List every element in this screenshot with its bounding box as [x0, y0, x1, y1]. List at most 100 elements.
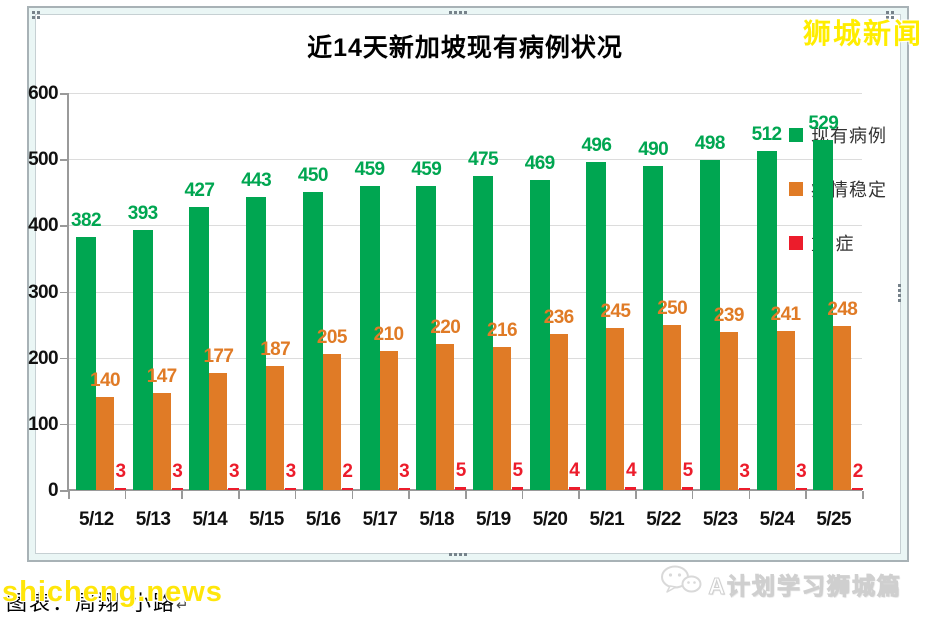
x-tick-mark — [521, 491, 524, 499]
bar-value-severe-cases: 2 — [852, 461, 864, 482]
y-gridline — [68, 423, 862, 425]
legend-swatch-active-cases — [789, 128, 803, 142]
x-tick-mark — [68, 491, 70, 499]
bar-stable-condition — [493, 347, 511, 490]
bar-value-stable-condition: 140 — [90, 370, 121, 392]
bar-value-stable-condition: 216 — [487, 320, 518, 342]
bar-value-severe-cases: 3 — [739, 461, 750, 482]
wechat-icon — [660, 565, 702, 602]
legend-swatch-stable-condition — [789, 182, 803, 196]
bar-active-cases — [813, 139, 834, 490]
bar-active-cases — [586, 161, 607, 490]
legend-swatch-severe-cases — [789, 236, 803, 250]
x-axis-label: 5/22 — [646, 509, 681, 530]
bar-stable-condition — [436, 344, 455, 490]
bar-value-active-cases: 496 — [581, 134, 612, 156]
bar-stable-condition — [549, 333, 568, 490]
bar-severe-cases — [115, 488, 126, 490]
bar-severe-cases — [512, 486, 523, 490]
bar-value-active-cases: 459 — [354, 159, 386, 181]
bar-value-active-cases: 512 — [751, 124, 783, 146]
x-tick-mark — [635, 491, 637, 499]
bar-stable-condition — [719, 331, 738, 490]
bar-value-active-cases: 490 — [638, 138, 669, 160]
bar-value-active-cases: 382 — [71, 210, 102, 232]
bar-stable-condition — [379, 351, 398, 490]
y-gridline — [68, 357, 862, 359]
bar-stable-condition — [776, 330, 795, 490]
bar-severe-cases — [228, 488, 240, 490]
y-axis-label: 500 — [28, 149, 59, 171]
bar-value-stable-condition: 241 — [770, 303, 802, 325]
x-tick-mark — [578, 491, 580, 499]
bar-value-active-cases: 475 — [468, 148, 499, 170]
bar-value-stable-condition: 177 — [203, 345, 234, 367]
bar-severe-cases — [568, 487, 580, 490]
x-tick-mark — [862, 491, 864, 499]
brand-label: A计划学习狮城篇 — [708, 572, 902, 599]
y-axis-label: 600 — [28, 83, 59, 104]
x-tick-mark — [238, 491, 240, 499]
bar-value-stable-condition: 239 — [713, 304, 745, 326]
x-tick-mark — [124, 491, 127, 499]
y-gridline — [68, 159, 862, 161]
bar-value-stable-condition: 205 — [316, 327, 348, 349]
y-axis-label: 200 — [28, 347, 59, 369]
resize-handle-right-middle[interactable] — [898, 284, 901, 302]
bar-severe-cases — [171, 488, 183, 490]
y-axis-label: 300 — [28, 281, 59, 303]
bar-stable-condition — [96, 397, 114, 490]
bar-active-cases — [246, 196, 267, 490]
x-axis-label: 5/21 — [589, 509, 625, 530]
y-tick-mark — [60, 159, 68, 161]
bar-severe-cases — [795, 488, 807, 490]
bar-value-stable-condition: 220 — [430, 317, 461, 339]
bar-value-severe-cases: 3 — [115, 461, 127, 482]
y-gridline — [68, 93, 862, 94]
bar-active-cases — [529, 179, 550, 490]
resize-handle-bottom-center[interactable] — [449, 553, 467, 556]
y-gridline — [68, 225, 862, 227]
x-axis-label: 5/14 — [192, 509, 228, 530]
resize-handle-top-center[interactable] — [449, 11, 467, 14]
bar-stable-condition — [209, 372, 228, 490]
y-axis-line — [67, 93, 69, 490]
x-tick-mark — [748, 491, 751, 499]
x-axis-label: 5/16 — [305, 509, 341, 530]
bar-value-severe-cases: 3 — [172, 461, 183, 482]
bar-stable-condition — [606, 327, 625, 490]
bar-active-cases — [473, 175, 493, 490]
y-tick-mark — [60, 225, 68, 227]
x-axis-label: 5/23 — [702, 509, 738, 530]
x-axis-line — [68, 489, 862, 491]
bar-stable-condition — [152, 392, 171, 490]
x-tick-mark — [408, 491, 410, 499]
chart-credit: 图表：周翔·小路↵ — [6, 587, 189, 617]
x-axis-label: 5/20 — [532, 509, 568, 530]
bar-value-stable-condition: 248 — [827, 298, 858, 320]
bar-active-cases — [359, 186, 380, 490]
bar-stable-condition — [833, 325, 852, 490]
x-axis-label: 5/17 — [362, 509, 398, 530]
chart-legend: 现有病例病情稳定重 症 — [789, 122, 887, 284]
bar-severe-cases — [852, 488, 864, 490]
bar-active-cases — [416, 186, 437, 490]
y-gridline — [68, 291, 862, 293]
x-axis-label: 5/12 — [79, 509, 114, 530]
site-watermark-top: 狮城新闻 — [803, 19, 924, 50]
resize-handle-top-right[interactable] — [886, 11, 894, 19]
bar-severe-cases — [341, 488, 353, 490]
bar-value-severe-cases: 4 — [625, 460, 637, 482]
bar-value-active-cases: 469 — [524, 152, 556, 174]
credit-text: 图表：周翔·小路 — [6, 591, 176, 615]
bar-value-active-cases: 443 — [241, 169, 272, 191]
bar-value-severe-cases: 3 — [399, 461, 410, 482]
bar-value-stable-condition: 245 — [600, 300, 631, 322]
bar-active-cases — [699, 160, 720, 490]
bar-value-active-cases: 427 — [184, 180, 215, 202]
legend-item-severe-cases: 重 症 — [789, 230, 887, 256]
site-watermark-bottom: shicheng.news — [2, 576, 223, 608]
y-axis-label: 400 — [28, 215, 59, 237]
x-tick-mark — [294, 491, 297, 499]
resize-handle-top-left[interactable] — [32, 11, 40, 19]
